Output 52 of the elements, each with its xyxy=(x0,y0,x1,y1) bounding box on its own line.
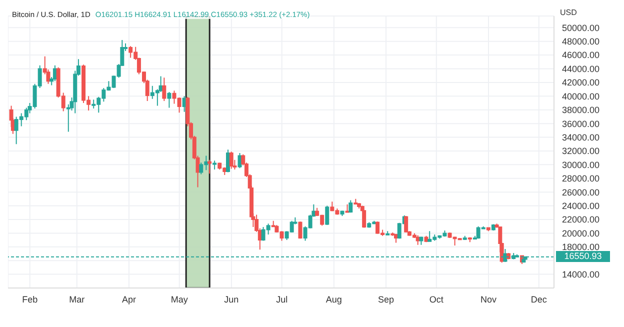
y-tick-label: 14000.00 xyxy=(562,269,600,280)
candlestick xyxy=(348,200,353,214)
y-tick-label: 22000.00 xyxy=(562,214,600,225)
x-tick-label: Mar xyxy=(69,294,85,304)
y-tick-label: 28000.00 xyxy=(562,174,600,184)
candlestick xyxy=(386,230,390,236)
x-tick-label: Oct xyxy=(429,294,444,304)
y-axis-title: USD xyxy=(560,8,577,17)
y-tick-label: 42000.00 xyxy=(562,78,600,88)
y-tick-label: 36000.00 xyxy=(562,118,600,129)
x-tick-label: Jul xyxy=(276,294,288,304)
candlestick xyxy=(354,198,358,205)
y-tick-label: 38000.00 xyxy=(562,105,600,116)
candlestick xyxy=(404,216,408,234)
x-tick-label: Aug xyxy=(326,294,342,304)
y-tick-label: 46000.00 xyxy=(562,50,600,60)
y-tick-label: 34000.00 xyxy=(562,132,600,142)
candlestick xyxy=(394,233,398,244)
y-tick-label: 20000.00 xyxy=(562,228,600,238)
candlestick xyxy=(345,204,350,214)
candlestick xyxy=(367,222,372,228)
x-tick-label: Dec xyxy=(530,294,548,304)
x-tick-label: Sep xyxy=(378,294,394,304)
y-tick-label: 18000.00 xyxy=(562,242,600,252)
y-tick-label: 24000.00 xyxy=(562,200,600,211)
candlestick xyxy=(362,210,366,228)
y-tick-label: 44000.00 xyxy=(562,64,600,74)
y-tick-label: 48000.00 xyxy=(562,36,600,47)
y-tick-label: 32000.00 xyxy=(562,146,600,156)
y-tick-label: 50000.00 xyxy=(562,22,600,33)
candlestick xyxy=(468,236,472,243)
x-tick-label: Nov xyxy=(480,294,497,304)
y-tick-label: 40000.00 xyxy=(562,91,600,102)
candlestick xyxy=(208,159,212,174)
x-tick-label: Apr xyxy=(122,294,136,304)
candlestick xyxy=(462,235,467,241)
candlestick xyxy=(162,77,166,102)
ref-line-label: 16550.93 xyxy=(556,250,610,262)
y-tick-label: 26000.00 xyxy=(562,187,600,198)
candlestick xyxy=(357,202,362,210)
x-tick-label: May xyxy=(170,294,188,304)
candlestick xyxy=(419,236,424,246)
x-tick-label: Feb xyxy=(22,294,38,304)
candlestick xyxy=(167,92,172,108)
x-tick-label: Jun xyxy=(224,294,239,304)
candlestick xyxy=(212,160,217,170)
candlestick xyxy=(325,205,330,226)
candlestick xyxy=(298,221,302,240)
y-tick-label: 30000.00 xyxy=(562,160,600,170)
candlestick xyxy=(340,210,344,217)
candlestick xyxy=(229,151,234,170)
candlestick xyxy=(486,227,490,232)
